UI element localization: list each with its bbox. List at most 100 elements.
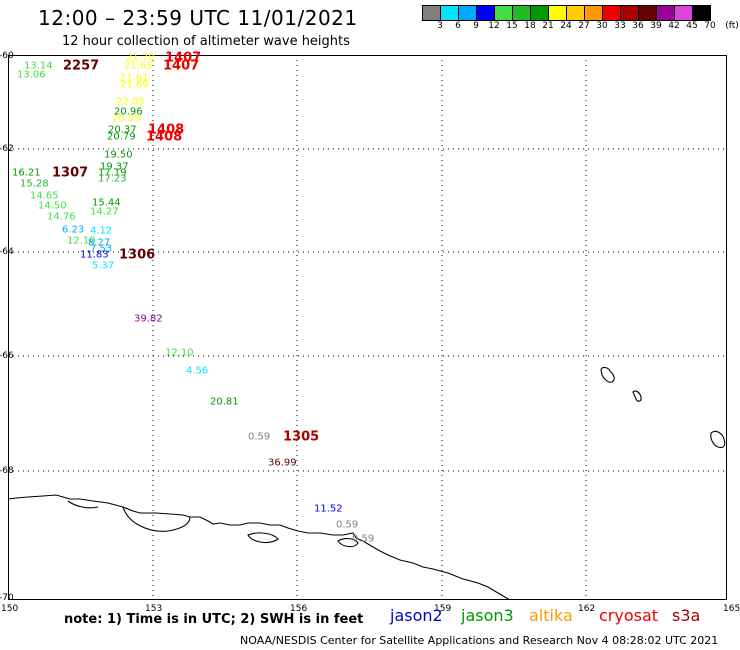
swh-value: 20.81 <box>210 396 239 408</box>
legend-swatch <box>639 6 657 20</box>
swh-value: 36.99 <box>268 457 297 469</box>
swh-value: 14.50 <box>38 200 67 212</box>
legend-label: 42 <box>668 21 680 31</box>
swh-value: 20.37 <box>108 124 137 136</box>
footer-credit: NOAA/NESDIS Center for Satellite Applica… <box>240 634 719 647</box>
legend-swatch <box>567 6 585 20</box>
swh-value: 22.05 <box>116 96 145 108</box>
swh-value: 4.56 <box>186 365 209 377</box>
legend-swatch <box>621 6 639 20</box>
legend-label: 45 <box>686 21 698 31</box>
swh-value: 8.27 <box>88 237 111 249</box>
legend-label: 36 <box>632 21 644 31</box>
swh-value: 19.37 <box>100 161 129 173</box>
lon-label: 162 <box>578 604 596 614</box>
satellite-legend-s3a: s3a <box>672 606 701 625</box>
map-canvas <box>8 55 727 600</box>
units-note: note: 1) Time is in UTC; 2) SWH is in fe… <box>64 612 364 627</box>
legend-label: 12 <box>488 21 500 31</box>
swh-value: 14.65 <box>30 190 59 202</box>
swh-value: 15.28 <box>20 178 49 190</box>
swh-value: 21.70 <box>126 52 155 64</box>
swh-value: 0.59 <box>248 431 271 443</box>
macquarie-island-south <box>710 430 726 449</box>
swh-value: 11.52 <box>314 503 343 515</box>
legend-label: 6 <box>455 21 461 31</box>
legend-label: 30 <box>596 21 608 31</box>
swh-value: 21.69 <box>120 79 149 91</box>
pass-time: 1408 <box>146 129 183 145</box>
satellite-legend-altika: altika <box>529 606 573 625</box>
coastal-island <box>247 532 279 544</box>
swh-value: 0.59 <box>352 533 375 545</box>
swh-value: 13.14 <box>24 60 53 72</box>
swh-value: 21.63 <box>124 60 153 72</box>
pass-time: 1306 <box>119 247 156 263</box>
pass-time: 1407 <box>163 58 200 74</box>
swh-value: 17.19 <box>98 167 127 179</box>
pass-time: 1407 <box>165 50 202 66</box>
swh-value: 14.27 <box>90 206 119 218</box>
swh-value: 21.61 <box>120 72 149 84</box>
lat-label: -66 <box>0 351 14 361</box>
lon-label: 150 <box>1 604 19 614</box>
legend-label: 3 <box>437 21 443 31</box>
coastal-island <box>337 538 359 548</box>
lat-label: -70 <box>0 593 14 603</box>
swh-value: 15.44 <box>92 197 121 209</box>
legend-swatch <box>513 6 531 20</box>
lat-label: -62 <box>0 144 14 154</box>
legend-swatch <box>549 6 567 20</box>
coastal-inlet <box>67 500 191 532</box>
swh-value: 6.23 <box>62 224 85 236</box>
swh-value: 13.06 <box>17 69 46 81</box>
lat-label: -68 <box>0 466 14 476</box>
swh-value: 19.50 <box>104 149 133 161</box>
swh-value: 7.53 <box>90 243 113 255</box>
swh-value: 12.10 <box>165 347 194 359</box>
swh-value: 0.59 <box>336 519 359 531</box>
color-scale-legend <box>422 5 711 21</box>
legend-swatch <box>603 6 621 20</box>
legend-label: 9 <box>473 21 479 31</box>
legend-label: 70 <box>704 21 716 31</box>
macquarie-island-mid <box>632 390 642 402</box>
swh-value: 4.12 <box>90 225 113 237</box>
legend-swatch <box>531 6 549 20</box>
lon-label: 153 <box>145 604 163 614</box>
legend-swatch <box>675 6 693 20</box>
swh-value: 20.59 <box>112 113 141 125</box>
legend-swatch <box>693 6 710 20</box>
legend-label: 24 <box>560 21 572 31</box>
lat-label: -60 <box>0 51 14 61</box>
pass-time: 1305 <box>283 429 320 445</box>
macquarie-island-north <box>600 366 615 383</box>
lon-label: 159 <box>434 604 452 614</box>
pass-time: 1408 <box>148 122 185 138</box>
pass-time: 2257 <box>63 58 100 74</box>
legend-swatch <box>423 6 441 20</box>
lon-label: 156 <box>290 604 308 614</box>
swh-value: 11.83 <box>80 249 109 261</box>
swh-value: 20.96 <box>114 106 143 118</box>
legend-label: 15 <box>506 21 518 31</box>
swh-value: 17.23 <box>98 173 127 185</box>
map-title: 12:00 – 23:59 UTC 11/01/2021 <box>38 6 358 30</box>
swh-value: 39.82 <box>134 313 163 325</box>
legend-swatch <box>495 6 513 20</box>
legend-label: 21 <box>542 21 554 31</box>
satellite-legend-jason2: jason2 <box>390 606 443 625</box>
legend-label: 33 <box>614 21 626 31</box>
pass-time: 1307 <box>52 165 89 181</box>
legend-swatch <box>441 6 459 20</box>
legend-label: 18 <box>524 21 536 31</box>
swh-value: 20.79 <box>107 131 136 143</box>
legend-label: (ft) <box>725 21 739 31</box>
legend-swatch <box>477 6 495 20</box>
legend-swatch <box>459 6 477 20</box>
antarctic-coastline <box>8 494 511 600</box>
swh-value: 16.21 <box>12 167 41 179</box>
swh-value: 14.76 <box>47 211 76 223</box>
lat-label: -64 <box>0 247 14 257</box>
swh-value: 12.10 <box>67 235 96 247</box>
